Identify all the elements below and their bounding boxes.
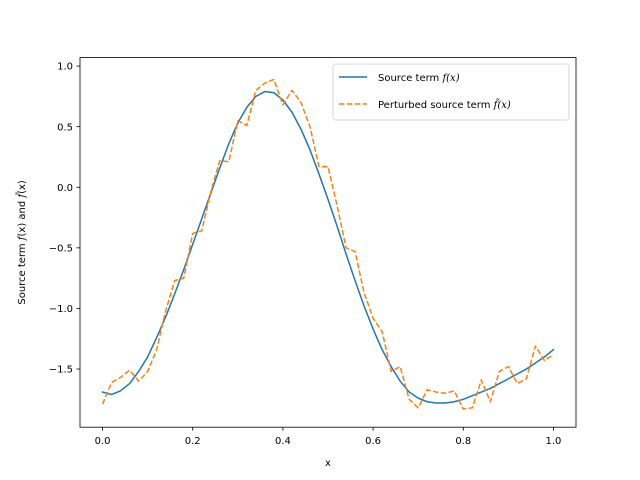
x-axis-ticks: 0.0 0.2 0.4 0.6 0.8 1.0 [95, 427, 562, 447]
x-tick-label: 0.6 [365, 436, 381, 447]
legend: Source term f(x) Perturbed source term f… [332, 63, 570, 121]
x-tick-label: 1.0 [546, 436, 562, 447]
y-tick-label: −1.5 [49, 365, 73, 376]
y-axis-label-arg2: (x) [17, 180, 28, 194]
y-axis-label-f: f [17, 234, 28, 241]
y-tick-label: 1.0 [57, 62, 73, 73]
y-tick-label: 0.0 [57, 183, 73, 194]
plot-area [79, 57, 577, 428]
legend-label-perturbed: Perturbed source term f̃(x) [378, 99, 511, 111]
x-axis-label: x [325, 458, 331, 469]
y-axis-label-conj: and [17, 198, 28, 223]
y-tick-label: −0.5 [49, 243, 73, 254]
y-axis-ticks: 1.0 0.5 0.0 −0.5 −1.0 −1.5 [49, 62, 80, 376]
x-tick-label: 0.2 [185, 436, 201, 447]
series-layer [101, 78, 555, 410]
x-tick-label: 0.0 [95, 436, 111, 447]
y-axis-label-ftilde: f̃ [16, 192, 28, 199]
legend-box [332, 63, 570, 121]
y-axis-label-prefix: Source term [17, 240, 28, 304]
y-axis-label: Source term f(x) and f̃(x) [16, 180, 28, 305]
x-tick-label: 0.4 [275, 436, 291, 447]
axes-frame [79, 57, 577, 428]
series-line-perturbed-source-term [101, 78, 554, 410]
legend-label-source: Source term f(x) [378, 73, 460, 84]
series-line-source-term [101, 90, 555, 404]
y-tick-label: 0.5 [57, 122, 73, 133]
y-axis-label-arg1: (x) [17, 223, 28, 237]
y-tick-label: −1.0 [49, 304, 73, 315]
x-tick-label: 0.8 [455, 436, 471, 447]
